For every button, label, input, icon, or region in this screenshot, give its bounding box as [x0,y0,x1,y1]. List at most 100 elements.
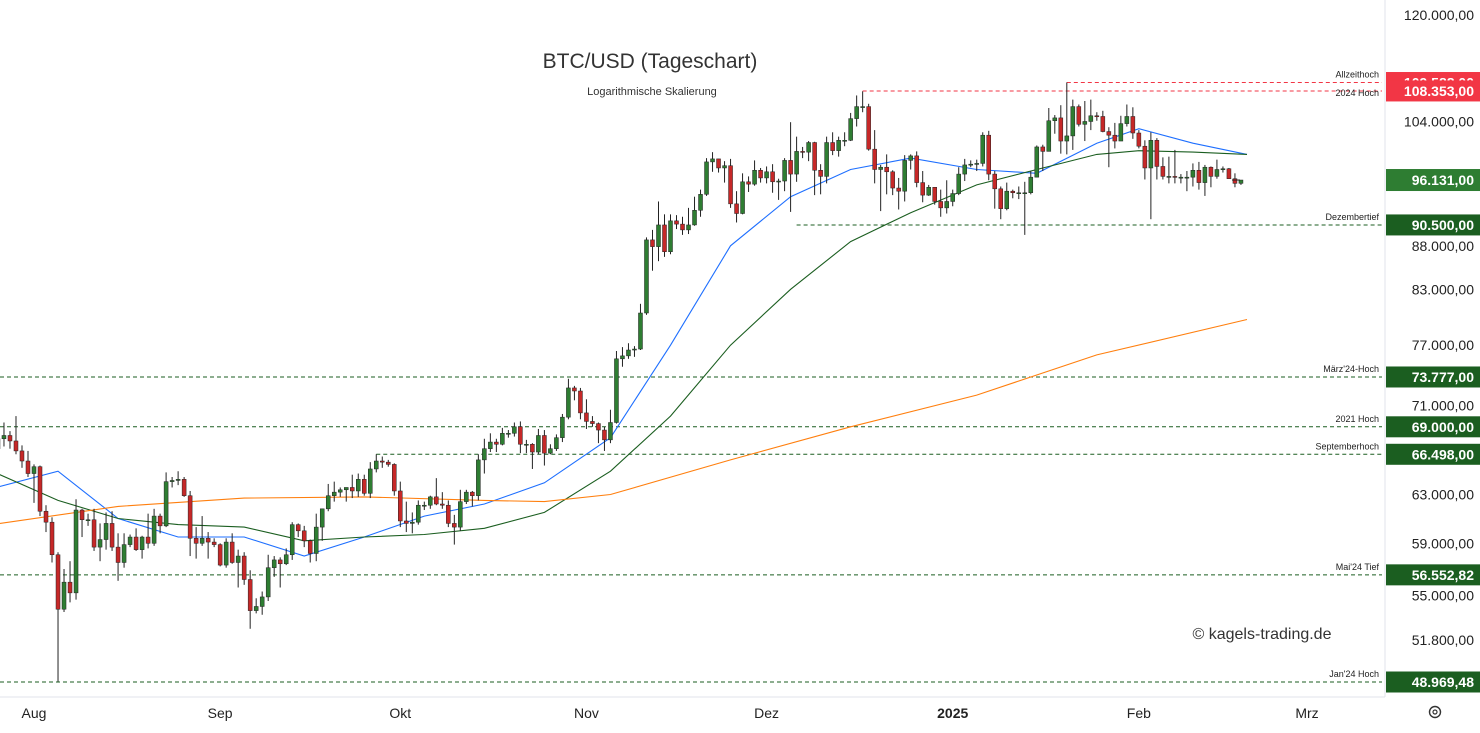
candle [295,523,301,538]
candle [109,511,115,551]
level-name-label: Mai'24 Tief [1336,562,1380,572]
candle [608,409,613,444]
candle [1004,182,1010,211]
gear-icon[interactable] [1428,705,1442,719]
candle [1058,105,1064,154]
candle [428,495,433,509]
candle [37,465,43,517]
candle [476,454,481,501]
candle [55,552,61,682]
candle [578,387,583,420]
candle [572,385,577,401]
candle [1082,100,1088,142]
candle [1142,140,1148,180]
candle [446,500,451,528]
candle [872,130,877,184]
level-name-label: März'24-Hoch [1323,364,1379,374]
candle [734,191,739,223]
price-badge [1386,214,1480,236]
price-badge-text: 48.969,48 [1412,674,1474,690]
candle [1,422,7,447]
candle [470,490,475,507]
candle [1220,166,1226,173]
candle [566,378,571,420]
candle [620,347,625,367]
candle [1124,104,1130,127]
level-name-label: Dezembertief [1325,212,1379,222]
y-tick-label: 88.000,00 [1412,238,1474,254]
price-badge-text: 73.777,00 [1412,369,1474,385]
candle [301,525,307,548]
candle [169,476,175,488]
candle [1088,99,1094,131]
candle [866,103,871,151]
candle [818,164,823,195]
y-tick-label: 59.000,00 [1412,535,1474,551]
candle [524,439,529,454]
candle [782,158,787,192]
candle [452,514,457,545]
y-tick-label: 51.800,00 [1412,632,1474,648]
candle [374,454,379,473]
moving-average-line [0,318,1248,525]
candle [79,508,85,538]
price-badge-text: 56.552,82 [1412,567,1474,583]
candle [1112,122,1118,149]
price-badge-text: 90.500,00 [1412,217,1474,233]
candle [404,501,409,533]
candle [1136,130,1142,149]
candle [740,173,745,215]
candle [343,487,349,502]
candle [392,463,397,496]
candle [500,427,505,446]
candle [145,513,151,549]
candle [776,178,781,200]
candle [241,552,247,585]
y-tick-label: 83.000,00 [1412,281,1474,297]
moving-average-line [0,150,1248,542]
candle [380,456,385,468]
x-tick-label: Aug [22,705,47,721]
candle [259,591,265,615]
candle [920,171,925,203]
candle [494,438,499,453]
candle [674,215,679,230]
candle [650,229,655,271]
candle [73,499,79,600]
candle [283,548,289,566]
candle [956,167,961,196]
candle [488,433,493,453]
candle [91,508,97,551]
candle [1022,181,1028,235]
candle [271,556,277,577]
current-price-badge [1386,169,1480,192]
candle [235,549,241,588]
candle [992,171,998,209]
candle [542,430,547,466]
candle [1190,163,1196,187]
price-badge-text: 108.353,00 [1404,83,1474,99]
candle [1040,144,1046,172]
candle [1094,112,1100,121]
candle [133,528,139,551]
candle [1130,107,1136,139]
candle [512,422,517,437]
candle [157,513,163,534]
candle [1118,115,1124,142]
candle [368,462,373,499]
candle [884,154,889,195]
moving-average-line [0,128,1248,557]
candle [1166,156,1172,184]
candle [187,490,193,557]
candle [67,561,73,603]
candle [319,508,325,541]
candle [1034,145,1040,178]
candle [25,450,31,477]
candle [1070,99,1076,150]
candle [422,501,427,511]
y-tick-label: 63.000,00 [1412,487,1474,503]
candle [1154,138,1160,180]
candle [434,478,439,506]
candle [890,170,895,196]
